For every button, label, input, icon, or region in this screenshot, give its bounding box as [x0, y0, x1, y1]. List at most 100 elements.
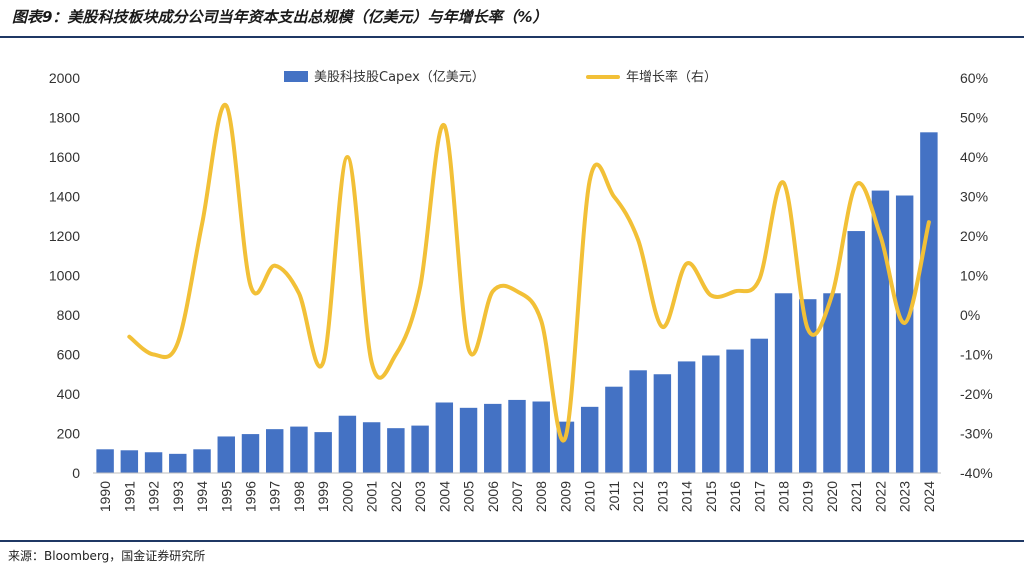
- left-tick-label: 2000: [49, 70, 80, 86]
- right-axis-ticks: -40% -30% -20% -10% 0% 10% 20% 30% 40% 50% 60%: [960, 70, 993, 481]
- x-tick-label-1993: 1993: [170, 481, 186, 512]
- capex-bar-2020: [823, 293, 841, 473]
- capex-bar-2004: [435, 402, 454, 473]
- footer-divider: [0, 540, 1024, 542]
- capex-bar-2023: [895, 195, 914, 473]
- right-tick-label: 10%: [960, 268, 988, 284]
- x-tick-label-2012: 2012: [630, 481, 646, 512]
- capex-bar-2003: [411, 425, 429, 473]
- x-tick-label-2007: 2007: [509, 481, 525, 512]
- left-tick-label: 1800: [49, 110, 80, 126]
- x-tick-label-1992: 1992: [146, 481, 162, 512]
- growth-rate-line: [127, 103, 931, 443]
- left-axis-ticks: 0 200 400 600 800 1000 1200 1400 1600 1800 2000: [49, 70, 80, 481]
- x-tick-label-2022: 2022: [872, 481, 888, 512]
- capex-bar-2016: [726, 349, 744, 473]
- capex-bar-2021: [847, 231, 865, 473]
- x-tick-label-2008: 2008: [533, 481, 549, 512]
- x-tick-label-2014: 2014: [679, 481, 695, 512]
- x-tick-label-1995: 1995: [218, 481, 234, 512]
- right-tick-label: 20%: [960, 228, 988, 244]
- capex-bar-2002: [387, 428, 405, 473]
- source-note: 来源：Bloomberg，国金证券研究所: [8, 549, 206, 563]
- right-tick-label: 0%: [960, 307, 980, 323]
- capex-bar-2014: [677, 361, 696, 473]
- legend: 美股科技股Capex（亿美元） 年增长率（右）: [284, 69, 717, 85]
- x-tick-label-2016: 2016: [727, 481, 743, 512]
- x-tick-label-1990: 1990: [97, 481, 113, 512]
- right-tick-label: -10%: [960, 347, 993, 363]
- x-tick-label-2002: 2002: [388, 481, 404, 512]
- right-tick-label: -20%: [960, 386, 993, 402]
- capex-bar-2007: [508, 399, 526, 473]
- capex-bar-1991: [120, 450, 139, 473]
- right-tick-label: 30%: [960, 189, 988, 205]
- capex-bar-2012: [629, 370, 647, 473]
- capex-bar-1998: [290, 426, 308, 473]
- left-tick-label: 800: [57, 307, 81, 323]
- x-tick-label-2006: 2006: [485, 481, 501, 512]
- x-tick-label-1996: 1996: [242, 481, 258, 512]
- capex-bar-2018: [774, 293, 793, 473]
- left-tick-label: 0: [72, 465, 80, 481]
- x-tick-label-2018: 2018: [776, 481, 792, 512]
- x-tick-label-1997: 1997: [267, 481, 283, 512]
- x-tick-label-1991: 1991: [121, 481, 137, 512]
- capex-bar-1990: [96, 449, 114, 473]
- legend-swatch-capex: [284, 71, 308, 82]
- left-tick-label: 1400: [49, 189, 80, 205]
- left-tick-label: 1600: [49, 149, 80, 165]
- x-tick-label-1994: 1994: [194, 481, 210, 512]
- x-tick-label-2017: 2017: [751, 481, 767, 512]
- x-tick-label-2024: 2024: [921, 481, 937, 512]
- bar-series: [96, 132, 938, 473]
- right-tick-label: 50%: [960, 110, 988, 126]
- left-tick-label: 1200: [49, 228, 80, 244]
- left-tick-label: 200: [57, 426, 81, 442]
- capex-bar-1997: [265, 429, 284, 473]
- right-tick-label: -40%: [960, 465, 993, 481]
- x-tick-label-2005: 2005: [461, 481, 477, 512]
- capex-bar-2024: [920, 132, 938, 473]
- capex-bar-2019: [799, 299, 817, 473]
- x-tick-label-1998: 1998: [291, 481, 307, 512]
- capex-bar-2011: [605, 386, 623, 473]
- capex-bar-2013: [653, 374, 672, 473]
- capex-bar-1999: [314, 432, 332, 473]
- left-tick-label: 600: [57, 347, 81, 363]
- title-divider: [0, 36, 1024, 38]
- x-tick-label-2004: 2004: [436, 481, 452, 512]
- capex-bar-2000: [338, 415, 357, 473]
- capex-bar-2008: [532, 401, 550, 473]
- capex-bar-2010: [580, 406, 599, 473]
- x-tick-label-2011: 2011: [606, 481, 622, 511]
- x-tick-label-1999: 1999: [315, 481, 331, 512]
- left-tick-label: 1000: [49, 268, 80, 284]
- x-tick-label-2000: 2000: [339, 481, 355, 512]
- chart-title: 图表9：美股科技板块成分公司当年资本支出总规模（亿美元）与年增长率（%）: [12, 8, 548, 26]
- x-tick-label-2010: 2010: [582, 481, 598, 512]
- capex-bar-2005: [459, 407, 478, 473]
- x-tick-label-2020: 2020: [824, 481, 840, 512]
- capex-bar-2015: [702, 355, 720, 473]
- capex-bar-2006: [484, 403, 502, 473]
- x-axis-ticks: 1990 1991 1992 1993 1994 1995 1996 1997 1998 1999…: [97, 481, 937, 512]
- x-tick-label-2015: 2015: [703, 481, 719, 512]
- legend-label-capex: 美股科技股Capex（亿美元）: [314, 70, 485, 85]
- x-tick-label-2009: 2009: [557, 481, 573, 512]
- capex-bar-2017: [750, 338, 769, 473]
- capex-bar-1995: [217, 436, 235, 473]
- legend-label-growth: 年增长率（右）: [626, 69, 717, 85]
- right-tick-label: 40%: [960, 149, 988, 165]
- capex-bar-1994: [193, 449, 211, 473]
- right-tick-label: -30%: [960, 426, 993, 442]
- capex-bar-1992: [144, 452, 163, 473]
- capex-bar-1993: [169, 453, 187, 473]
- x-tick-label-2021: 2021: [848, 481, 864, 512]
- x-tick-label-2019: 2019: [800, 481, 816, 512]
- left-tick-label: 400: [57, 386, 81, 402]
- x-tick-label-2001: 2001: [364, 481, 380, 512]
- x-tick-label-2023: 2023: [897, 481, 913, 512]
- right-tick-label: 60%: [960, 70, 988, 86]
